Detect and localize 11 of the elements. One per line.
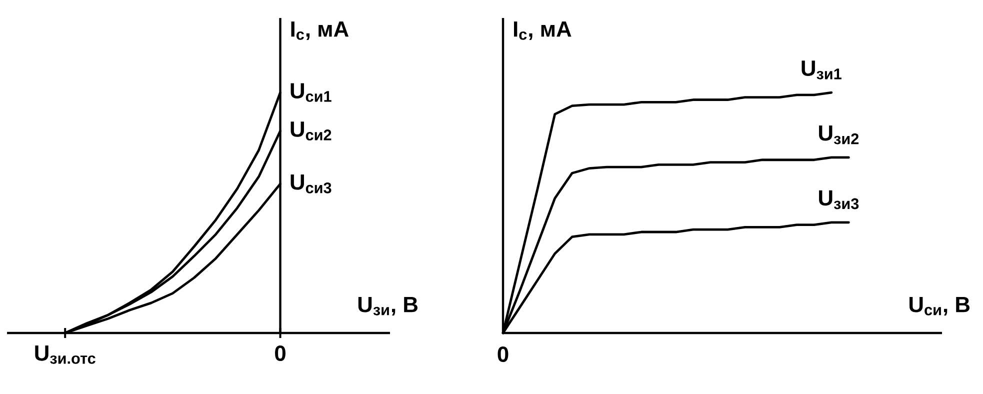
y-axis-title: I$_{с}$, мА: [291, 22, 349, 40]
series-label: U$_{зи2}$: [819, 125, 859, 144]
series-label: U$_{си3}$: [290, 174, 332, 194]
y-axis-title: I$_{с}$, мА: [514, 22, 572, 40]
series-label: U$_{зи3}$: [819, 190, 859, 210]
series-label: U$_{зи1}$: [802, 60, 842, 80]
x-tick-label: U$_{зи.отс}$: [35, 346, 96, 364]
x-axis-title: U$_{зи}$, В: [358, 297, 418, 316]
x-axis-title: U$_{си}$, В: [910, 297, 970, 316]
series-label: U$_{си2}$: [290, 122, 332, 140]
series-label: U$_{си1}$: [290, 83, 332, 102]
